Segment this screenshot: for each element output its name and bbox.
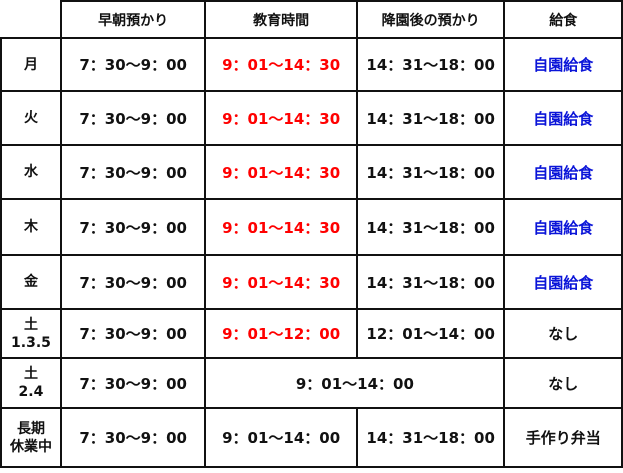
after-cell: 14：31〜18：00	[355, 254, 506, 310]
lunch-cell: なし	[503, 308, 623, 359]
early-cell: 7：30〜9：00	[59, 357, 207, 409]
early-cell: 7：30〜9：00	[59, 198, 207, 256]
day-sub-label: 休業中	[9, 438, 52, 455]
after-cell: 14：31〜18：00	[355, 90, 506, 146]
day-cell: 金	[0, 254, 62, 310]
table-row: 長期 休業中 7：30〜9：00 9：01〜14：00 14：31〜18：00 手…	[0, 407, 623, 468]
day-cell: 火	[0, 90, 62, 146]
day-cell: 土 2.4	[0, 357, 62, 409]
day-label: 土	[23, 316, 38, 333]
lunch-cell: 手作り弁当	[503, 407, 623, 468]
table-row: 土 2.4 7：30〜9：00 9：01〜14：00 なし	[0, 357, 623, 409]
education-cell: 9：01〜14：30	[204, 37, 358, 92]
table-row: 月 7：30〜9：00 9：01〜14：30 14：31〜18：00 自園給食	[0, 37, 623, 92]
lunch-cell: 自園給食	[503, 144, 623, 200]
education-cell: 9：01〜12：00	[204, 308, 358, 359]
education-cell: 9：01〜14：30	[204, 198, 358, 256]
day-cell: 長期 休業中	[0, 407, 62, 468]
early-cell: 7：30〜9：00	[59, 254, 207, 310]
table-row: 土 1.3.5 7：30〜9：00 9：01〜12：00 12：01〜14：00 …	[0, 308, 623, 359]
after-cell: 14：31〜18：00	[355, 144, 506, 200]
early-cell: 7：30〜9：00	[59, 308, 207, 359]
education-cell: 9：01〜14：30	[204, 144, 358, 200]
day-cell: 木	[0, 198, 62, 256]
header-row: 早朝預かり 教育時間 降園後の預かり 給食	[1, 0, 623, 39]
early-cell: 7：30〜9：00	[59, 90, 207, 146]
early-cell: 7：30〜9：00	[59, 37, 207, 92]
header-education: 教育時間	[204, 0, 358, 39]
table-row: 水 7：30〜9：00 9：01〜14：30 14：31〜18：00 自園給食	[0, 144, 623, 200]
header-early: 早朝預かり	[59, 0, 207, 39]
day-label: 長期	[16, 420, 45, 437]
day-cell: 土 1.3.5	[0, 308, 62, 359]
education-cell: 9：01〜14：00	[204, 407, 358, 468]
lunch-cell: なし	[503, 357, 623, 409]
merged-time-cell: 9：01〜14：00	[204, 357, 506, 409]
education-cell: 9：01〜14：30	[204, 90, 358, 146]
after-cell: 14：31〜18：00	[355, 407, 506, 468]
day-sub-label: 1.3.5	[11, 334, 51, 351]
early-cell: 7：30〜9：00	[59, 144, 207, 200]
lunch-cell: 自園給食	[503, 254, 623, 310]
after-cell: 12：01〜14：00	[355, 308, 506, 359]
header-blank	[1, 1, 62, 39]
early-cell: 7：30〜9：00	[59, 407, 207, 468]
table-row: 金 7：30〜9：00 9：01〜14：30 14：31〜18：00 自園給食	[0, 254, 623, 310]
table-row: 火 7：30〜9：00 9：01〜14：30 14：31〜18：00 自園給食	[0, 90, 623, 146]
header-after: 降園後の預かり	[355, 0, 506, 39]
day-cell: 水	[0, 144, 62, 200]
lunch-cell: 自園給食	[503, 198, 623, 256]
after-cell: 14：31〜18：00	[355, 198, 506, 256]
day-sub-label: 2.4	[18, 384, 44, 400]
lunch-cell: 自園給食	[503, 90, 623, 146]
lunch-cell: 自園給食	[503, 37, 623, 92]
day-label: 土	[23, 366, 38, 382]
header-lunch: 給食	[503, 0, 623, 39]
after-cell: 14：31〜18：00	[355, 37, 506, 92]
education-cell: 9：01〜14：30	[204, 254, 358, 310]
table-row: 木 7：30〜9：00 9：01〜14：30 14：31〜18：00 自園給食	[0, 198, 623, 256]
day-cell: 月	[0, 37, 62, 92]
